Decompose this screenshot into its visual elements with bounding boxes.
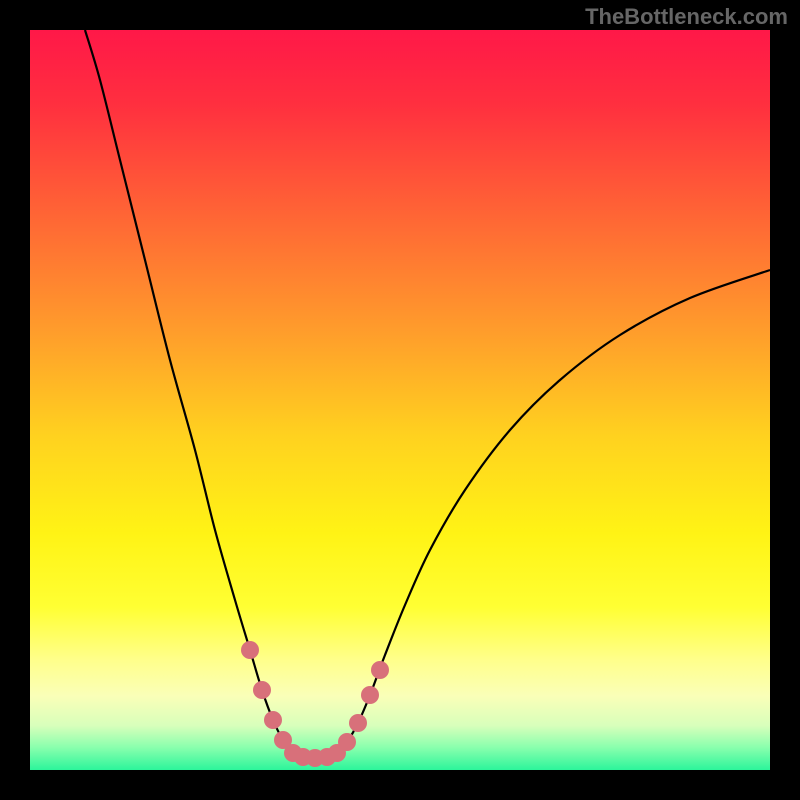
- curve-marker: [241, 641, 259, 659]
- gradient-background: [30, 30, 770, 770]
- watermark-text: TheBottleneck.com: [585, 4, 788, 30]
- chart-container: TheBottleneck.com: [0, 0, 800, 800]
- curve-marker: [264, 711, 282, 729]
- curve-marker: [338, 733, 356, 751]
- bottleneck-chart: [0, 0, 800, 800]
- curve-marker: [371, 661, 389, 679]
- curve-marker: [349, 714, 367, 732]
- curve-marker: [361, 686, 379, 704]
- curve-marker: [253, 681, 271, 699]
